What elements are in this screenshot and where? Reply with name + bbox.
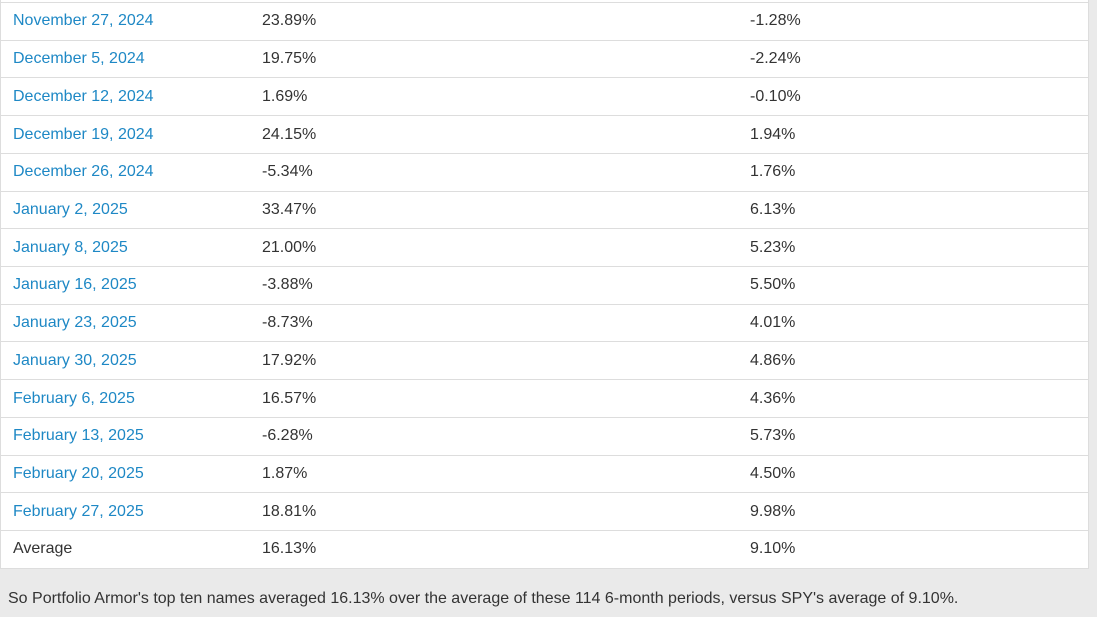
spy-return-cell: 5.23%	[750, 238, 796, 256]
date-link[interactable]: February 20, 2025	[13, 464, 144, 482]
date-link[interactable]: February 6, 2025	[13, 389, 135, 407]
spy-return-cell: 5.50%	[750, 276, 796, 294]
date-cell: January 30, 2025	[1, 352, 262, 370]
date-link[interactable]: January 16, 2025	[13, 276, 137, 294]
spy-return-cell: 4.86%	[750, 351, 796, 369]
date-cell: January 23, 2025	[1, 314, 262, 332]
spy-return-cell: 4.36%	[750, 389, 796, 407]
date-link[interactable]: December 19, 2024	[13, 125, 154, 143]
portfolio-return-cell: 16.13%	[262, 540, 317, 558]
date-cell: December 12, 2024	[1, 88, 262, 106]
portfolio-return-cell: 1.87%	[262, 464, 308, 482]
date-link[interactable]: February 13, 2025	[13, 427, 144, 445]
portfolio-return-cell: 24.15%	[262, 125, 317, 143]
portfolio-return-cell: 19.75%	[262, 50, 317, 68]
summary-text: So Portfolio Armor's top ten names avera…	[8, 589, 959, 607]
date-link[interactable]: January 2, 2025	[13, 200, 128, 218]
portfolio-return-cell: 16.57%	[262, 389, 317, 407]
spy-return-cell: 4.01%	[750, 314, 796, 332]
table-row: December 12, 2024 1.69% -0.10%	[1, 77, 1088, 115]
returns-table: November 27, 2024 23.89% -1.28% December…	[0, 0, 1089, 569]
table-row: November 27, 2024 23.89% -1.28%	[1, 2, 1088, 40]
date-cell: November 27, 2024	[1, 12, 262, 30]
spy-return-cell: 9.10%	[750, 540, 796, 558]
table-row: December 19, 2024 24.15% 1.94%	[1, 115, 1088, 153]
date-link[interactable]: January 30, 2025	[13, 351, 137, 369]
portfolio-return-cell: 23.89%	[262, 12, 317, 30]
date-cell: Average	[1, 540, 262, 558]
spy-return-cell: 9.98%	[750, 502, 796, 520]
spy-return-cell: 5.73%	[750, 427, 796, 445]
date-cell: January 16, 2025	[1, 276, 262, 294]
table-row: December 5, 2024 19.75% -2.24%	[1, 39, 1088, 78]
date-cell: December 26, 2024	[1, 163, 262, 181]
date-link[interactable]: December 12, 2024	[13, 87, 154, 105]
portfolio-return-cell: -3.88%	[262, 276, 313, 294]
spy-return-cell: 4.50%	[750, 464, 796, 482]
table-row: Average 16.13% 9.10%	[1, 530, 1088, 568]
date-cell: February 20, 2025	[1, 465, 262, 483]
date-cell: February 13, 2025	[1, 427, 262, 445]
portfolio-return-cell: 33.47%	[262, 200, 317, 218]
date-cell: January 8, 2025	[1, 239, 262, 257]
table-row: January 30, 2025 17.92% 4.86%	[1, 341, 1088, 379]
table-row: February 20, 2025 1.87% 4.50%	[1, 454, 1088, 493]
date-link[interactable]: January 23, 2025	[13, 314, 137, 332]
date-cell: December 5, 2024	[1, 50, 262, 68]
date-link[interactable]: December 5, 2024	[13, 50, 145, 68]
date-link[interactable]: February 27, 2025	[13, 502, 144, 520]
portfolio-return-cell: -8.73%	[262, 314, 313, 332]
table-row: February 13, 2025 -6.28% 5.73%	[1, 416, 1088, 455]
date-link[interactable]: December 26, 2024	[13, 163, 154, 181]
table-row: January 16, 2025 -3.88% 5.50%	[1, 266, 1088, 304]
date-link[interactable]: November 27, 2024	[13, 12, 154, 30]
table-row: January 23, 2025 -8.73% 4.01%	[1, 303, 1088, 342]
portfolio-return-cell: -5.34%	[262, 163, 313, 181]
date-link[interactable]: January 8, 2025	[13, 238, 128, 256]
table-row: January 2, 2025 33.47% 6.13%	[1, 190, 1088, 229]
portfolio-return-cell: 1.69%	[262, 87, 308, 105]
date-cell: February 6, 2025	[1, 390, 262, 408]
portfolio-return-cell: -6.28%	[262, 427, 313, 445]
table-row: February 6, 2025 16.57% 4.36%	[1, 379, 1088, 417]
portfolio-return-cell: 18.81%	[262, 502, 317, 520]
spy-return-cell: -1.28%	[750, 12, 801, 30]
average-label: Average	[13, 540, 73, 558]
table-row: December 26, 2024 -5.34% 1.76%	[1, 152, 1088, 191]
portfolio-return-cell: 21.00%	[262, 238, 317, 256]
date-cell: January 2, 2025	[1, 201, 262, 219]
date-cell: December 19, 2024	[1, 126, 262, 144]
spy-return-cell: -0.10%	[750, 87, 801, 105]
spy-return-cell: -2.24%	[750, 50, 801, 68]
spy-return-cell: 1.76%	[750, 163, 796, 181]
table-row: January 8, 2025 21.00% 5.23%	[1, 228, 1088, 266]
spy-return-cell: 6.13%	[750, 200, 796, 218]
spy-return-cell: 1.94%	[750, 125, 796, 143]
table-row: February 27, 2025 18.81% 9.98%	[1, 492, 1088, 530]
date-cell: February 27, 2025	[1, 503, 262, 521]
portfolio-return-cell: 17.92%	[262, 351, 317, 369]
